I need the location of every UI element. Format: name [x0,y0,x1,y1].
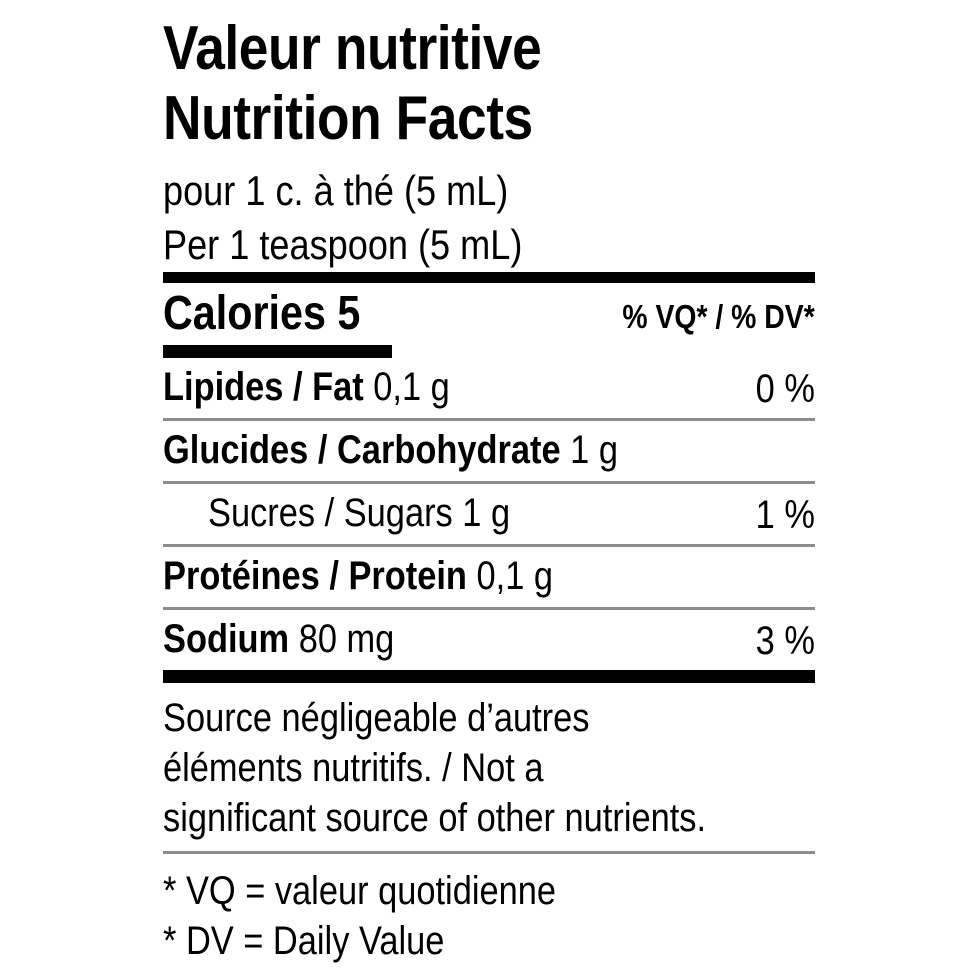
nutrient-name-protein-bold: Protéines / Protein [163,554,467,598]
serving-size-french-text: pour 1 c. à thé (5 mL) [163,167,509,214]
nutrient-dv-sugars: 1 % [746,490,815,540]
legend-line-2-text: * DV = Daily Value [163,919,445,963]
footnote-line: éléments nutritifs. / Not a [163,743,815,793]
nutrient-row-sugars: Sucres / Sugars 1 g 1 % [163,484,815,544]
daily-value-header-text: % VQ* / % DV* [622,298,815,335]
daily-value-header: % VQ* / % DV* [591,297,815,337]
legend-line: * DV = Daily Value [163,916,815,966]
legend-line: * VQ = valeur quotidienne [163,866,815,916]
footnote-line: Source négligeable d’autres [163,693,815,743]
nutrient-name-sodium-bold: Sodium [163,617,290,661]
nutrient-name-sugars-text: Sucres / Sugars [208,491,453,535]
nutrient-amount-fat: 0,1 g [373,365,450,409]
serving-size-english: Per 1 teaspoon (5 mL) [163,218,815,272]
calories-row: Calories 5 % VQ* / % DV* [163,283,815,345]
nutrient-name-sodium: Sodium 80 mg [163,614,432,664]
footnote-line-1-text: Source négligeable d’autres [163,696,590,740]
nutrient-name-fat: Lipides / Fat 0,1 g [163,362,496,412]
title-english-text: Nutrition Facts [163,84,533,153]
nutrient-amount-protein: 0,1 g [476,554,554,598]
nutrient-row-sodium: Sodium 80 mg 3 % [163,610,815,670]
rule-after-carbohydrate [163,481,815,484]
serving-size-english-text: Per 1 teaspoon (5 mL) [163,221,523,268]
nutrient-dv-sodium-text: 3 % [755,619,815,663]
nutrient-dv-sugars-text: 1 % [755,493,815,537]
rule-after-fat [163,418,815,421]
nutrient-amount-carbohydrate: 1 g [570,428,619,472]
nutrient-name-carbohydrate: Glucides / Carbohydrate 1 g [163,425,692,475]
nutrient-row-fat: Lipides / Fat 0,1 g 0 % [163,358,815,418]
footnote-line-2-text: éléments nutritifs. / Not a [163,746,544,790]
footnote-line-3-text: significant source of other nutrients. [163,796,707,840]
nutrition-facts-label: Valeur nutritive Nutrition Facts pour 1 … [163,0,815,966]
nutrient-row-protein: Protéines / Protein 0,1 g [163,547,815,607]
nutrient-name-sugars: Sucres / Sugars 1 g [208,488,559,538]
footnote-block: Source négligeable d’autres éléments nut… [163,683,815,851]
legend-block: * VQ = valeur quotidienne * DV = Daily V… [163,854,815,966]
nutrient-amount-sugars: 1 g [462,491,511,535]
legend-line-1-text: * VQ = valeur quotidienne [163,869,557,913]
rule-above-legend [163,851,815,854]
nutrient-row-carbohydrate: Glucides / Carbohydrate 1 g [163,421,815,481]
rule-under-calories [163,345,392,358]
title-french-text: Valeur nutritive [163,14,542,83]
calories-label-text: Calories 5 [163,287,361,340]
nutrient-name-fat-bold: Lipides / Fat [163,365,364,409]
nutrient-dv-sodium: 3 % [746,616,815,666]
nutrient-name-protein: Protéines / Protein 0,1 g [163,551,617,601]
rule-above-calories [163,272,815,283]
rule-after-protein [163,607,815,610]
title-french: Valeur nutritive [163,14,815,84]
nutrient-dv-fat: 0 % [746,364,815,414]
nutrient-name-carbohydrate-bold: Glucides / Carbohydrate [163,428,561,472]
rule-after-sugars [163,544,815,547]
footnote-line: significant source of other nutrients. [163,793,815,843]
nutrient-amount-sodium: 80 mg [298,617,395,661]
calories-label: Calories 5 [163,285,392,343]
label-title-block: Valeur nutritive Nutrition Facts [163,0,815,154]
rule-below-sodium [163,670,815,683]
serving-size-block: pour 1 c. à thé (5 mL) Per 1 teaspoon (5… [163,164,815,272]
nutrient-dv-fat-text: 0 % [755,367,815,411]
title-english: Nutrition Facts [163,84,815,154]
serving-size-french: pour 1 c. à thé (5 mL) [163,164,815,218]
